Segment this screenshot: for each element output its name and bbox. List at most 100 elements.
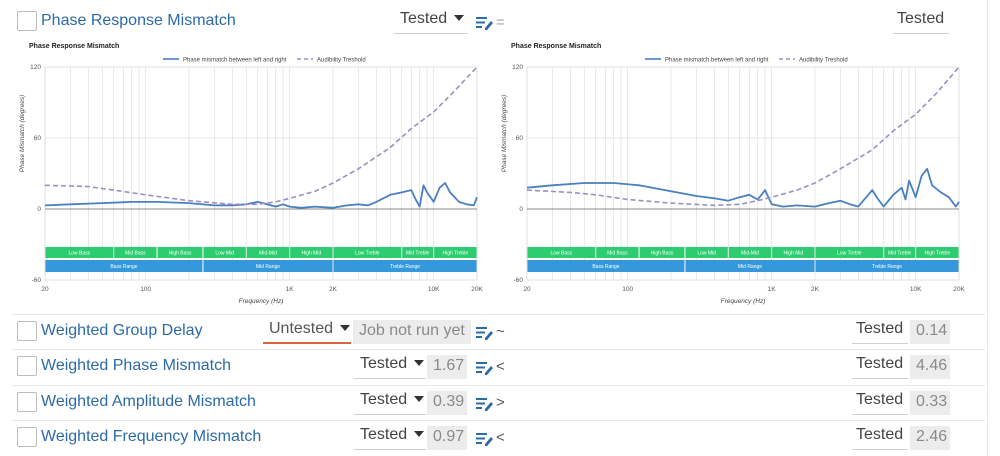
x-tick-label: 20 <box>523 286 531 293</box>
status-select[interactable]: Tested <box>354 355 426 379</box>
range-bar <box>815 260 959 272</box>
chevron-down-icon <box>414 359 425 366</box>
phase-chart-left: Phase Response Mismatch Phase mismatch be… <box>19 43 483 305</box>
edit-notes-icon[interactable] <box>476 397 494 411</box>
band-label: High Treble <box>443 251 469 257</box>
row-weighted-frequency-mismatch: Weighted Frequency Mismatch Tested 0.97 … <box>0 421 985 455</box>
x-tick-label: 2K <box>811 286 820 293</box>
band-label: High Bass <box>169 251 192 257</box>
row-checkbox[interactable] <box>17 392 37 412</box>
right-status: Tested <box>852 391 908 415</box>
row-checkbox[interactable] <box>17 356 37 376</box>
row-title[interactable]: Weighted Group Delay <box>41 322 203 339</box>
range-label: Treble Range <box>390 264 420 270</box>
chevron-down-icon <box>414 395 425 402</box>
status-select[interactable]: Tested <box>394 10 468 34</box>
row-divider <box>12 420 985 421</box>
legend-label: Audibility Treshold <box>317 58 366 64</box>
row-title[interactable]: Phase Response Mismatch <box>41 12 236 29</box>
status-select-value: Tested <box>360 391 408 408</box>
y-tick-label: 60 <box>516 135 524 142</box>
row-checkbox[interactable] <box>17 11 37 31</box>
row-weighted-phase-mismatch: Weighted Phase Mismatch Tested 1.67 < Te… <box>0 350 985 384</box>
y-tick-label: -60 <box>514 277 524 284</box>
y-axis-label: Phase Mismatch (degrees) <box>19 95 26 173</box>
legend-label: Audibility Treshold <box>799 58 848 64</box>
row-title[interactable]: Weighted Phase Mismatch <box>41 357 232 374</box>
comparison-operator: = <box>496 14 505 31</box>
band-bar <box>114 247 157 258</box>
chevron-down-icon <box>454 14 465 21</box>
range-bar <box>685 260 815 272</box>
band-label: Mid Treble <box>888 251 912 257</box>
right-status: Tested <box>893 10 949 34</box>
band-label: Mid Treble <box>406 251 430 257</box>
result-value: 1.67 <box>427 355 467 379</box>
right-status-value: Tested <box>897 10 945 27</box>
y-tick-label: -60 <box>32 277 42 284</box>
status-select-value: Tested <box>400 10 448 27</box>
status-select[interactable]: Untested <box>263 320 351 344</box>
result-value: 0.97 <box>427 426 467 450</box>
chevron-down-icon <box>414 430 425 437</box>
x-tick-label: 20K <box>953 286 965 293</box>
row-weighted-amplitude-mismatch: Weighted Amplitude Mismatch Tested 0.39 … <box>0 386 985 420</box>
status-select[interactable]: Tested <box>354 391 426 415</box>
band-bar <box>772 247 815 258</box>
band-label: Low Bass <box>551 251 573 257</box>
status-select[interactable]: Tested <box>354 426 426 450</box>
range-label: Treble Range <box>872 264 902 270</box>
x-tick-label: 20K <box>471 286 483 293</box>
range-label: Bass Range <box>592 264 619 270</box>
band-bar <box>45 247 114 258</box>
row-title[interactable]: Weighted Amplitude Mismatch <box>41 393 256 410</box>
y-axis-label: Phase Mismatch (degrees) <box>501 95 508 173</box>
band-bar <box>527 247 596 258</box>
status-select-value: Untested <box>269 320 334 337</box>
band-label: High Mid <box>783 251 803 257</box>
right-status: Tested <box>852 320 908 344</box>
x-tick-label: 1K <box>768 286 777 293</box>
x-tick-label: 10K <box>428 286 440 293</box>
chart-title: Phase Response Mismatch <box>29 43 119 50</box>
result-value: Job not run yet <box>353 320 471 344</box>
edit-notes-icon[interactable] <box>476 326 494 340</box>
band-bar <box>884 247 916 258</box>
right-result-value: 2.46 <box>910 426 950 450</box>
right-result-value: 4.46 <box>910 355 950 379</box>
row-divider <box>12 314 985 315</box>
x-axis-label: Frequency (Hz) <box>721 298 766 305</box>
row-title[interactable]: Weighted Frequency Mismatch <box>41 428 262 445</box>
legend-label: Phase mismatch between left and right <box>183 58 287 64</box>
edit-notes-icon[interactable] <box>476 16 494 30</box>
comparison-operator: < <box>496 429 505 446</box>
band-bar <box>685 247 728 258</box>
row-divider <box>12 349 985 350</box>
band-bar <box>434 247 477 258</box>
range-label: Mid Range <box>256 264 280 270</box>
comparison-operator: ~ <box>496 323 505 340</box>
panel-border <box>987 0 988 456</box>
band-bar <box>157 247 203 258</box>
phase-chart-right: Phase Response Mismatch Phase mismatch be… <box>501 43 965 305</box>
edit-notes-icon[interactable] <box>476 361 494 375</box>
band-label: Mid Bass <box>125 251 146 257</box>
series-line-mismatch <box>526 167 960 208</box>
row-checkbox[interactable] <box>17 321 37 341</box>
range-label: Mid Range <box>738 264 762 270</box>
band-bar <box>728 247 772 258</box>
y-tick-label: 0 <box>519 206 523 213</box>
right-status-value: Tested <box>856 391 904 408</box>
band-bar <box>639 247 685 258</box>
band-label: Mid-Mid <box>741 251 759 257</box>
edit-notes-icon[interactable] <box>476 432 494 446</box>
result-value: 0.39 <box>427 391 467 415</box>
x-tick-label: 2K <box>329 286 338 293</box>
x-tick-label: 20 <box>41 286 49 293</box>
chevron-down-icon <box>340 324 351 331</box>
band-label: Low Mid <box>215 251 234 257</box>
band-bar <box>815 247 884 258</box>
y-tick-label: 120 <box>30 64 41 71</box>
series-line-mismatch <box>44 182 478 209</box>
row-checkbox[interactable] <box>17 427 37 447</box>
